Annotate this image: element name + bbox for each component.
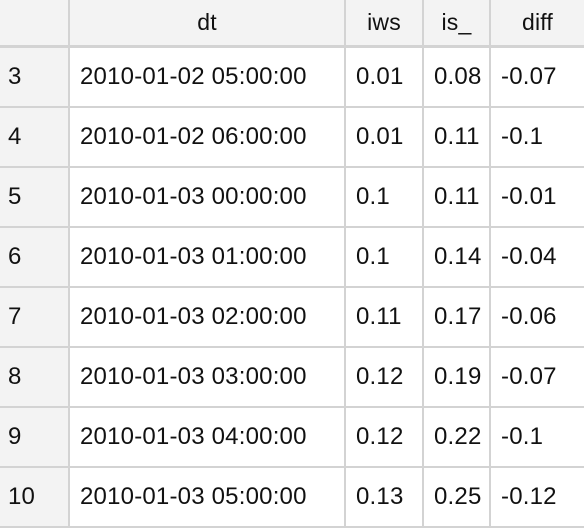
dt-cell[interactable]: 2010-01-03 00:00:00 — [70, 168, 346, 228]
column-header-diff[interactable]: diff — [491, 0, 584, 48]
diff-cell[interactable]: -0.12 — [491, 468, 584, 528]
dt-cell[interactable]: 2010-01-02 06:00:00 — [70, 108, 346, 168]
dt-cell[interactable]: 2010-01-03 01:00:00 — [70, 228, 346, 288]
diff-cell[interactable]: -0.07 — [491, 348, 584, 408]
iws-cell[interactable]: 0.11 — [346, 288, 424, 348]
dt-cell[interactable]: 2010-01-03 04:00:00 — [70, 408, 346, 468]
row-index-cell: 7 — [0, 288, 70, 348]
dt-cell[interactable]: 2010-01-03 03:00:00 — [70, 348, 346, 408]
iws-cell[interactable]: 0.1 — [346, 168, 424, 228]
row-index-cell: 6 — [0, 228, 70, 288]
is-cell[interactable]: 0.11 — [424, 168, 491, 228]
column-header-is[interactable]: is_ — [424, 0, 491, 48]
iws-cell[interactable]: 0.12 — [346, 348, 424, 408]
is-cell[interactable]: 0.25 — [424, 468, 491, 528]
iws-cell[interactable]: 0.1 — [346, 228, 424, 288]
diff-cell[interactable]: -0.07 — [491, 48, 584, 108]
iws-cell[interactable]: 0.01 — [346, 108, 424, 168]
diff-cell[interactable]: -0.1 — [491, 408, 584, 468]
iws-cell[interactable]: 0.01 — [346, 48, 424, 108]
row-index-cell: 5 — [0, 168, 70, 228]
iws-cell[interactable]: 0.13 — [346, 468, 424, 528]
diff-cell[interactable]: -0.06 — [491, 288, 584, 348]
is-cell[interactable]: 0.19 — [424, 348, 491, 408]
diff-cell[interactable]: -0.1 — [491, 108, 584, 168]
is-cell[interactable]: 0.14 — [424, 228, 491, 288]
diff-cell[interactable]: -0.04 — [491, 228, 584, 288]
row-index-cell: 10 — [0, 468, 70, 528]
is-cell[interactable]: 0.08 — [424, 48, 491, 108]
dt-cell[interactable]: 2010-01-02 05:00:00 — [70, 48, 346, 108]
is-cell[interactable]: 0.17 — [424, 288, 491, 348]
dt-cell[interactable]: 2010-01-03 02:00:00 — [70, 288, 346, 348]
row-index-cell: 4 — [0, 108, 70, 168]
is-cell[interactable]: 0.22 — [424, 408, 491, 468]
diff-cell[interactable]: -0.01 — [491, 168, 584, 228]
row-index-cell: 9 — [0, 408, 70, 468]
corner-header-cell — [0, 0, 70, 48]
dt-cell[interactable]: 2010-01-03 05:00:00 — [70, 468, 346, 528]
iws-cell[interactable]: 0.12 — [346, 408, 424, 468]
row-index-cell: 8 — [0, 348, 70, 408]
row-index-cell: 3 — [0, 48, 70, 108]
column-header-iws[interactable]: iws — [346, 0, 424, 48]
is-cell[interactable]: 0.11 — [424, 108, 491, 168]
column-header-dt[interactable]: dt — [70, 0, 346, 48]
